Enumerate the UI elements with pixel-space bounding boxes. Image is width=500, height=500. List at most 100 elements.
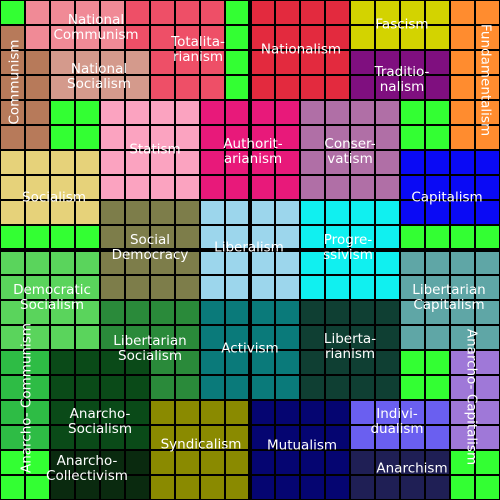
compass-cell [251,301,274,324]
compass-cell [451,276,474,299]
compass-cell [226,126,249,149]
compass-cell [201,51,224,74]
compass-cell [301,76,324,99]
compass-cell [26,26,49,49]
compass-cell [26,201,49,224]
compass-cell [126,376,149,399]
compass-cell [326,476,349,499]
compass-cell [51,351,74,374]
compass-cell [401,126,424,149]
compass-cell [1,251,24,274]
compass-cell [426,476,449,499]
compass-cell [326,426,349,449]
compass-cell [126,151,149,174]
compass-cell [151,26,174,49]
compass-cell [451,451,474,474]
compass-cell [326,451,349,474]
compass-cell [126,351,149,374]
compass-cell [426,26,449,49]
compass-cell [276,426,299,449]
compass-cell [1,401,24,424]
compass-cell [376,126,399,149]
compass-cell [1,51,24,74]
compass-cell [176,251,199,274]
compass-cell [351,1,374,24]
compass-cell [476,326,499,349]
compass-cell [401,1,424,24]
compass-cell [451,176,474,199]
compass-cell [51,176,74,199]
compass-cell [126,176,149,199]
compass-cell [126,451,149,474]
compass-cell [451,76,474,99]
compass-cell [176,1,199,24]
compass-cell [101,1,124,24]
compass-cell [376,176,399,199]
compass-cell [1,176,24,199]
compass-cell [476,376,499,399]
compass-cell [276,476,299,499]
compass-cell [401,51,424,74]
compass-cell [326,176,349,199]
compass-cell [351,401,374,424]
compass-cell [326,101,349,124]
compass-cell [251,451,274,474]
compass-cell [151,401,174,424]
compass-cell [126,51,149,74]
compass-cell [26,1,49,24]
compass-cell [201,201,224,224]
compass-cell [1,101,24,124]
compass-cell [1,151,24,174]
compass-cell [351,251,374,274]
compass-cell [176,76,199,99]
compass-cell [476,351,499,374]
compass-cell [251,326,274,349]
compass-cell [101,126,124,149]
compass-cell [151,1,174,24]
compass-cell [301,1,324,24]
compass-cell [126,126,149,149]
compass-cell [176,126,199,149]
compass-cell [326,1,349,24]
compass-cell [351,351,374,374]
compass-cell [201,326,224,349]
compass-cell [201,101,224,124]
compass-cell [301,151,324,174]
compass-cell [26,126,49,149]
compass-cell [76,351,99,374]
compass-cell [376,226,399,249]
compass-cell [76,401,99,424]
compass-cell [1,351,24,374]
compass-cell [276,326,299,349]
compass-cell [51,326,74,349]
compass-cell [251,476,274,499]
compass-cell [351,476,374,499]
compass-cell [376,251,399,274]
compass-cell [276,301,299,324]
compass-cell [226,401,249,424]
compass-cell [376,51,399,74]
compass-cell [326,401,349,424]
compass-cell [76,326,99,349]
compass-cell [126,276,149,299]
compass-cell [101,226,124,249]
compass-cell [426,301,449,324]
compass-cell [226,51,249,74]
compass-cell [326,326,349,349]
compass-cell [251,76,274,99]
compass-cell [101,326,124,349]
compass-cell [426,326,449,349]
compass-cell [201,251,224,274]
compass-cell [301,326,324,349]
compass-cell [226,201,249,224]
compass-cell [101,426,124,449]
compass-cell [76,51,99,74]
compass-cell [226,26,249,49]
compass-cell [76,426,99,449]
compass-cell [351,151,374,174]
compass-cell [76,26,99,49]
compass-cell [226,476,249,499]
compass-cell [51,1,74,24]
compass-cell [151,101,174,124]
compass-cell [376,26,399,49]
